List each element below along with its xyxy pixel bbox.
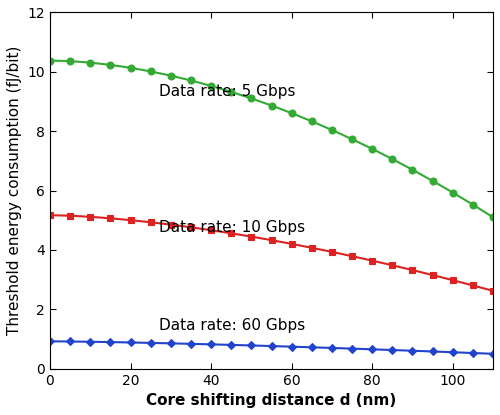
Data rate: 60 Gbps: (55, 0.761): 60 Gbps: (55, 0.761) [268, 344, 274, 349]
Data rate: 10 Gbps: (10, 5.12): 10 Gbps: (10, 5.12) [88, 214, 94, 219]
Data rate: 5 Gbps: (60, 8.61): 5 Gbps: (60, 8.61) [288, 111, 294, 116]
Data rate: 10 Gbps: (75, 3.79): 10 Gbps: (75, 3.79) [349, 254, 355, 259]
Data rate: 5 Gbps: (70, 8.04): 5 Gbps: (70, 8.04) [329, 127, 335, 132]
Data rate: 60 Gbps: (35, 0.835): 60 Gbps: (35, 0.835) [188, 342, 194, 347]
Data rate: 60 Gbps: (50, 0.781): 60 Gbps: (50, 0.781) [248, 343, 254, 348]
Data rate: 10 Gbps: (60, 4.2): 10 Gbps: (60, 4.2) [288, 242, 294, 247]
Data rate: 5 Gbps: (30, 9.87): 5 Gbps: (30, 9.87) [168, 73, 174, 78]
Data rate: 5 Gbps: (75, 7.73): 5 Gbps: (75, 7.73) [349, 137, 355, 142]
Data rate: 60 Gbps: (45, 0.8): 60 Gbps: (45, 0.8) [228, 342, 234, 347]
Text: Data rate: 60 Gbps: Data rate: 60 Gbps [158, 317, 305, 332]
Y-axis label: Threshold energy consumption (fJ/bit): Threshold energy consumption (fJ/bit) [7, 46, 22, 335]
Data rate: 10 Gbps: (85, 3.48): 10 Gbps: (85, 3.48) [390, 263, 396, 268]
Data rate: 60 Gbps: (65, 0.719): 60 Gbps: (65, 0.719) [309, 345, 315, 350]
Data rate: 60 Gbps: (85, 0.627): 60 Gbps: (85, 0.627) [390, 347, 396, 352]
Data rate: 5 Gbps: (20, 10.1): 5 Gbps: (20, 10.1) [128, 65, 134, 70]
Data rate: 60 Gbps: (90, 0.603): 60 Gbps: (90, 0.603) [410, 348, 416, 353]
Data rate: 60 Gbps: (75, 0.674): 60 Gbps: (75, 0.674) [349, 346, 355, 351]
Data rate: 5 Gbps: (65, 8.33): 5 Gbps: (65, 8.33) [309, 119, 315, 124]
Data rate: 10 Gbps: (20, 5): 10 Gbps: (20, 5) [128, 217, 134, 222]
Data rate: 10 Gbps: (80, 3.64): 10 Gbps: (80, 3.64) [369, 258, 375, 263]
Data rate: 60 Gbps: (105, 0.526): 60 Gbps: (105, 0.526) [470, 351, 476, 356]
Data rate: 60 Gbps: (5, 0.914): 60 Gbps: (5, 0.914) [67, 339, 73, 344]
X-axis label: Core shifting distance d (nm): Core shifting distance d (nm) [146, 393, 396, 408]
Data rate: 5 Gbps: (50, 9.1): 5 Gbps: (50, 9.1) [248, 96, 254, 101]
Data rate: 5 Gbps: (90, 6.7): 5 Gbps: (90, 6.7) [410, 167, 416, 172]
Data rate: 5 Gbps: (35, 9.71): 5 Gbps: (35, 9.71) [188, 78, 194, 83]
Data rate: 60 Gbps: (0, 0.92): 60 Gbps: (0, 0.92) [47, 339, 53, 344]
Data rate: 10 Gbps: (25, 4.93): 10 Gbps: (25, 4.93) [148, 220, 154, 225]
Data rate: 5 Gbps: (0, 10.4): 5 Gbps: (0, 10.4) [47, 58, 53, 63]
Data rate: 60 Gbps: (70, 0.697): 60 Gbps: (70, 0.697) [329, 345, 335, 350]
Data rate: 60 Gbps: (30, 0.852): 60 Gbps: (30, 0.852) [168, 341, 174, 346]
Data rate: 5 Gbps: (55, 8.86): 5 Gbps: (55, 8.86) [268, 103, 274, 108]
Data rate: 5 Gbps: (25, 10): 5 Gbps: (25, 10) [148, 69, 154, 74]
Data rate: 60 Gbps: (40, 0.818): 60 Gbps: (40, 0.818) [208, 342, 214, 347]
Data rate: 60 Gbps: (100, 0.552): 60 Gbps: (100, 0.552) [450, 350, 456, 355]
Data rate: 5 Gbps: (100, 5.93): 5 Gbps: (100, 5.93) [450, 190, 456, 195]
Data rate: 10 Gbps: (90, 3.32): 10 Gbps: (90, 3.32) [410, 268, 416, 273]
Data rate: 10 Gbps: (100, 2.98): 10 Gbps: (100, 2.98) [450, 278, 456, 283]
Data rate: 5 Gbps: (45, 9.32): 5 Gbps: (45, 9.32) [228, 89, 234, 94]
Data rate: 5 Gbps: (85, 7.06): 5 Gbps: (85, 7.06) [390, 156, 396, 161]
Data rate: 10 Gbps: (50, 4.45): 10 Gbps: (50, 4.45) [248, 234, 254, 239]
Data rate: 5 Gbps: (105, 5.52): 5 Gbps: (105, 5.52) [470, 202, 476, 207]
Data rate: 5 Gbps: (5, 10.4): 5 Gbps: (5, 10.4) [67, 59, 73, 63]
Data rate: 5 Gbps: (40, 9.53): 5 Gbps: (40, 9.53) [208, 83, 214, 88]
Data rate: 10 Gbps: (45, 4.56): 10 Gbps: (45, 4.56) [228, 231, 234, 236]
Data rate: 10 Gbps: (65, 4.07): 10 Gbps: (65, 4.07) [309, 245, 315, 250]
Text: Data rate: 5 Gbps: Data rate: 5 Gbps [158, 83, 295, 99]
Data rate: 60 Gbps: (110, 0.5): 60 Gbps: (110, 0.5) [490, 352, 496, 356]
Data rate: 5 Gbps: (10, 10.3): 5 Gbps: (10, 10.3) [88, 60, 94, 65]
Data rate: 10 Gbps: (55, 4.33): 10 Gbps: (55, 4.33) [268, 238, 274, 243]
Data rate: 60 Gbps: (10, 0.905): 60 Gbps: (10, 0.905) [88, 339, 94, 344]
Data rate: 5 Gbps: (15, 10.2): 5 Gbps: (15, 10.2) [108, 62, 114, 67]
Data rate: 60 Gbps: (25, 0.867): 60 Gbps: (25, 0.867) [148, 340, 154, 345]
Data rate: 10 Gbps: (70, 3.93): 10 Gbps: (70, 3.93) [329, 249, 335, 254]
Line: Data rate: 10 Gbps: Data rate: 10 Gbps [47, 212, 496, 294]
Data rate: 10 Gbps: (5, 5.15): 10 Gbps: (5, 5.15) [67, 213, 73, 218]
Data rate: 5 Gbps: (110, 5.1): 5 Gbps: (110, 5.1) [490, 215, 496, 220]
Text: Data rate: 10 Gbps: Data rate: 10 Gbps [158, 220, 305, 235]
Data rate: 10 Gbps: (110, 2.62): 10 Gbps: (110, 2.62) [490, 288, 496, 293]
Data rate: 10 Gbps: (95, 3.15): 10 Gbps: (95, 3.15) [430, 273, 436, 278]
Data rate: 10 Gbps: (30, 4.85): 10 Gbps: (30, 4.85) [168, 222, 174, 227]
Data rate: 60 Gbps: (20, 0.881): 60 Gbps: (20, 0.881) [128, 340, 134, 345]
Data rate: 10 Gbps: (40, 4.66): 10 Gbps: (40, 4.66) [208, 228, 214, 233]
Line: Data rate: 60 Gbps: Data rate: 60 Gbps [47, 339, 496, 356]
Data rate: 60 Gbps: (60, 0.74): 60 Gbps: (60, 0.74) [288, 344, 294, 349]
Data rate: 5 Gbps: (95, 6.32): 5 Gbps: (95, 6.32) [430, 178, 436, 183]
Data rate: 60 Gbps: (80, 0.651): 60 Gbps: (80, 0.651) [369, 347, 375, 352]
Data rate: 10 Gbps: (15, 5.06): 10 Gbps: (15, 5.06) [108, 216, 114, 221]
Data rate: 10 Gbps: (0, 5.17): 10 Gbps: (0, 5.17) [47, 213, 53, 218]
Data rate: 5 Gbps: (80, 7.4): 5 Gbps: (80, 7.4) [369, 146, 375, 151]
Data rate: 10 Gbps: (35, 4.76): 10 Gbps: (35, 4.76) [188, 225, 194, 230]
Line: Data rate: 5 Gbps: Data rate: 5 Gbps [46, 57, 496, 221]
Data rate: 10 Gbps: (105, 2.8): 10 Gbps: (105, 2.8) [470, 283, 476, 288]
Data rate: 60 Gbps: (95, 0.578): 60 Gbps: (95, 0.578) [430, 349, 436, 354]
Data rate: 60 Gbps: (15, 0.894): 60 Gbps: (15, 0.894) [108, 339, 114, 344]
